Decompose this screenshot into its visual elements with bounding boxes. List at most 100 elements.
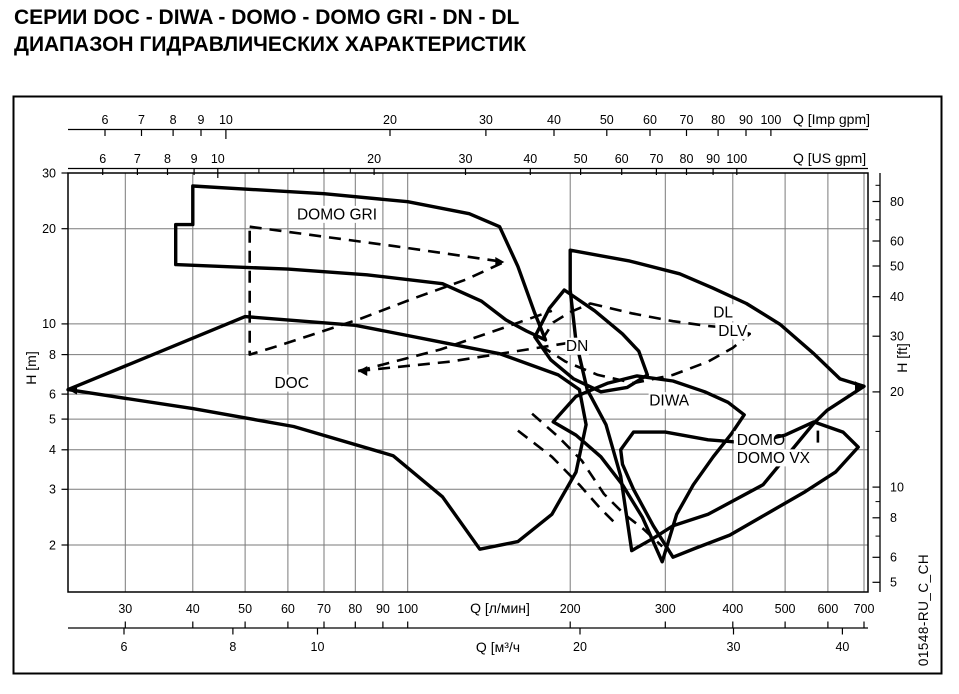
svg-text:80: 80 <box>711 113 725 127</box>
svg-text:10: 10 <box>211 152 225 166</box>
svg-text:10: 10 <box>219 113 233 127</box>
svg-text:10: 10 <box>890 480 904 494</box>
axis-l-min: 30 40 50 60 70 80 90 100 200 300 400 500 600 700 Q [л/… <box>68 600 875 629</box>
document-code: 01548-RU_C_CH <box>916 554 931 666</box>
svg-text:H [m]: H [m] <box>23 351 39 384</box>
envelope-diwa <box>551 374 746 564</box>
svg-text:600: 600 <box>817 602 838 616</box>
envelope-dashed-curve-2 <box>357 309 553 373</box>
svg-text:6: 6 <box>99 152 106 166</box>
figure-frame <box>12 95 943 675</box>
axis-imp-gpm: 6 7 8 9 10 20 30 40 50 60 70 80 90 100 Q [Imp gpm] <box>68 111 870 139</box>
plot-border <box>67 172 869 593</box>
svg-text:8: 8 <box>890 511 897 525</box>
svg-text:40: 40 <box>547 113 561 127</box>
svg-text:100: 100 <box>760 113 781 127</box>
series-label-doc: DOC <box>274 375 308 392</box>
series-label-dlv: DLV <box>718 323 748 340</box>
label-bg <box>733 431 775 449</box>
svg-text:8: 8 <box>229 640 236 654</box>
svg-text:Q [US gpm]: Q [US gpm] <box>793 150 866 166</box>
svg-text:40: 40 <box>835 640 849 654</box>
svg-text:100: 100 <box>726 152 747 166</box>
svg-text:30: 30 <box>727 640 741 654</box>
svg-text:20: 20 <box>383 113 397 127</box>
envelope-dashed-envelope-dn <box>537 302 752 385</box>
svg-text:3: 3 <box>49 483 56 497</box>
label-bg <box>715 322 748 340</box>
svg-text:40: 40 <box>890 290 904 304</box>
svg-text:60: 60 <box>615 152 629 166</box>
label-bg <box>275 374 308 392</box>
svg-text:50: 50 <box>600 113 614 127</box>
series-label-domo-vx: DOMO VX <box>737 450 811 467</box>
svg-text:30: 30 <box>42 166 56 180</box>
label-bg <box>298 205 376 223</box>
label-bg <box>565 337 589 355</box>
arrowhead-left <box>358 365 368 376</box>
envelope-dn <box>533 288 650 394</box>
series-label-domo-gri: DOMO GRI <box>297 206 377 223</box>
arrowhead-right <box>855 381 865 392</box>
svg-text:Q [л/мин]: Q [л/мин] <box>470 600 530 616</box>
svg-text:6: 6 <box>121 640 128 654</box>
svg-text:30: 30 <box>459 152 473 166</box>
svg-text:6: 6 <box>890 551 897 565</box>
axis-m3-h: 6 8 10 20 30 40 Q [м³/ч <box>121 628 849 655</box>
svg-text:20: 20 <box>367 152 381 166</box>
svg-text:300: 300 <box>655 602 676 616</box>
svg-text:50: 50 <box>238 602 252 616</box>
svg-text:6: 6 <box>49 387 56 401</box>
svg-text:40: 40 <box>523 152 537 166</box>
series-label-domo: DOMO <box>737 432 785 449</box>
svg-text:40: 40 <box>186 602 200 616</box>
svg-text:10: 10 <box>311 640 325 654</box>
envelope-domo-gri <box>173 184 548 342</box>
svg-text:700: 700 <box>854 602 875 616</box>
svg-text:8: 8 <box>170 113 177 127</box>
title-line-2: ДИАПАЗОН ГИДРАВЛИЧЕСКИХ ХАРАКТЕРИСТИК <box>14 33 527 56</box>
label-bg <box>710 304 734 322</box>
svg-text:20: 20 <box>42 222 56 236</box>
svg-text:7: 7 <box>134 152 141 166</box>
svg-text:60: 60 <box>643 113 657 127</box>
svg-text:70: 70 <box>317 602 331 616</box>
svg-text:60: 60 <box>890 234 904 248</box>
svg-text:50: 50 <box>890 259 904 273</box>
envelope-dashed-curve-4 <box>517 429 619 527</box>
svg-text:20: 20 <box>573 640 587 654</box>
svg-text:6: 6 <box>102 113 109 127</box>
svg-text:8: 8 <box>164 152 171 166</box>
svg-text:9: 9 <box>191 152 198 166</box>
svg-text:30: 30 <box>479 113 493 127</box>
envelope-dashed-curve-3 <box>358 338 588 373</box>
axis-h-m: 30 20 10 8 6 5 4 3 2 H [m] <box>23 166 68 552</box>
svg-text:8: 8 <box>49 348 56 362</box>
label-bg <box>733 449 802 467</box>
svg-text:60: 60 <box>281 602 295 616</box>
svg-text:90: 90 <box>376 602 390 616</box>
envelope-domo-domo-vx <box>619 420 860 559</box>
svg-text:7: 7 <box>138 113 145 127</box>
svg-text:H [ft]: H [ft] <box>894 343 910 373</box>
svg-text:9: 9 <box>198 113 205 127</box>
svg-text:70: 70 <box>680 113 694 127</box>
svg-text:30: 30 <box>118 602 132 616</box>
arrowhead-left <box>68 384 78 395</box>
envelope-doc <box>66 314 588 551</box>
envelope-dashed-curve-1 <box>531 412 664 548</box>
svg-text:70: 70 <box>649 152 663 166</box>
svg-text:80: 80 <box>890 195 904 209</box>
svg-text:80: 80 <box>348 602 362 616</box>
series-label-dl: DL <box>713 305 733 322</box>
envelope-dashed-envelope-gri <box>248 225 506 356</box>
svg-text:30: 30 <box>890 330 904 344</box>
svg-text:Q [м³/ч: Q [м³/ч <box>476 639 520 655</box>
svg-text:Q [Imp gpm]: Q [Imp gpm] <box>793 111 870 127</box>
svg-text:100: 100 <box>397 602 418 616</box>
svg-text:400: 400 <box>722 602 743 616</box>
svg-text:90: 90 <box>739 113 753 127</box>
